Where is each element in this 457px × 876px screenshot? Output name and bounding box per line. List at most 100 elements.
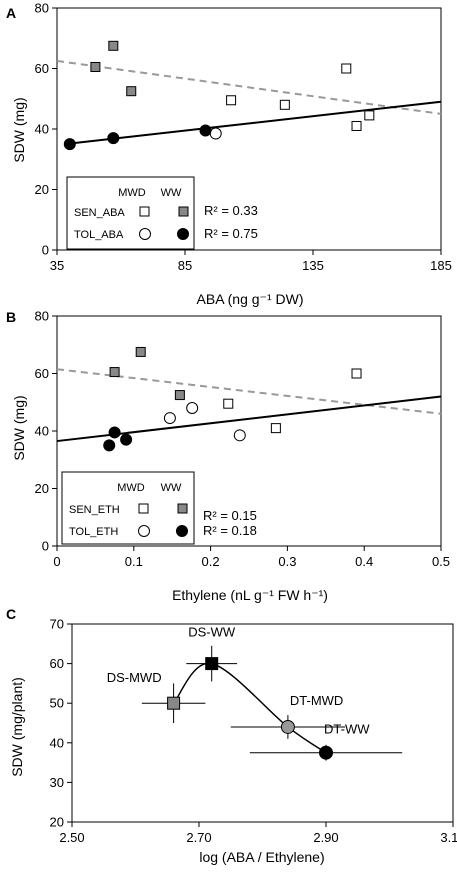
- panel-c-xlabel: log (ABA / Ethylene): [199, 849, 324, 865]
- panel-b-plot: 0 20 40 60 80 0 0.1 0.2 0.3 0.4 0.5: [35, 309, 451, 570]
- panel-c-point-1: [205, 657, 219, 671]
- panel-a-ytick-label-0: 0: [42, 243, 49, 258]
- panel-b-xtick-label-2: 0.2: [202, 554, 220, 569]
- panel-b-legend-sen-ww-marker: [177, 503, 188, 514]
- panel-c: C SDW (mg/plant) log (ABA / Ethylene) 20…: [6, 606, 457, 865]
- panel-a-point-0-1: [279, 99, 290, 110]
- panel-b-point-1-1: [135, 346, 146, 357]
- panel-b-xtick-label-3: 0.3: [278, 554, 296, 569]
- panel-c-point-label-3: DT-WW: [324, 722, 370, 737]
- panel-b-point-1-2: [174, 390, 185, 401]
- panel-c-point-0: [167, 696, 181, 710]
- panel-c-ytick-label-2: 40: [50, 735, 64, 750]
- panel-c-point-2: [280, 719, 295, 734]
- panel-c-point-label-0: DS-MWD: [107, 670, 162, 685]
- panel-a-point-3-0: [63, 138, 76, 151]
- panel-c-xtick-label-0: 2.50: [59, 830, 84, 845]
- panel-a-legend-tol-mwd-marker: [139, 228, 151, 240]
- panel-a-xtick-label-0: 35: [50, 258, 64, 273]
- panel-b-legend-tol-ww-marker: [176, 525, 188, 537]
- panel-b-point-0-0: [223, 398, 234, 409]
- panel-b-point-3-0: [103, 439, 116, 452]
- panel-b-fit-line-0: [56, 368, 442, 415]
- panel-a-ytick-label-1: 20: [35, 182, 49, 197]
- panel-a-legend-tol-ww-marker: [177, 228, 189, 240]
- panel-c-point-label-1: DS-WW: [188, 625, 236, 640]
- panel-b-legend-sen-mwd-marker: [138, 503, 149, 514]
- panel-b-legend-mwd: MWD: [117, 482, 145, 494]
- panel-b-xtick-label-4: 0.4: [355, 554, 373, 569]
- panel-a-legend: [66, 176, 195, 250]
- panel-a-xtick-label-3: 185: [430, 258, 452, 273]
- panel-a-point-3-1: [107, 132, 120, 145]
- panel-b-point-1-0: [109, 367, 120, 378]
- panel-b-legend-tol: TOL_ETH: [69, 526, 118, 538]
- panel-a-point-3-2: [199, 124, 212, 137]
- panel-a-point-0-2: [341, 63, 352, 74]
- panel-b-r2-sen: R² = 0.15: [203, 508, 257, 523]
- panel-b-point-0-1: [270, 423, 281, 434]
- panel-a-r2-tol: R² = 0.75: [204, 226, 258, 241]
- panel-b-ytick-label-2: 40: [35, 424, 49, 439]
- panel-a-xtick-label-2: 135: [302, 258, 324, 273]
- panel-b-legend: [61, 471, 195, 545]
- panel-a-point-1-1: [108, 40, 119, 51]
- panel-b-point-0-2: [351, 368, 362, 379]
- panel-a-point-0-3: [351, 120, 362, 131]
- panel-c-plot: 20 30 40 50 60 70 2.50 2.70 2.90 3.10 DS-MWD DS-WW D…: [50, 617, 457, 846]
- panel-a-legend-ww: WW: [161, 187, 182, 199]
- panel-b-point-2-1: [186, 402, 199, 414]
- panel-b-label: B: [6, 309, 16, 325]
- panel-c-xtick-label-3: 3.10: [440, 830, 457, 845]
- panel-c-ytick-label-1: 30: [50, 775, 64, 790]
- panel-c-frame: [71, 623, 454, 823]
- panel-a-xtick-label-1: 85: [178, 258, 192, 273]
- panel-a-ylabel: SDW (mg): [11, 97, 27, 162]
- panel-a-r2-sen: R² = 0.33: [204, 203, 258, 218]
- panel-c-xtick-label-2: 2.90: [313, 830, 338, 845]
- panel-b-ytick-label-0: 0: [42, 539, 49, 554]
- panel-b-xtick-label-5: 0.5: [432, 554, 450, 569]
- panel-b-point-3-2: [120, 433, 133, 446]
- panel-a-legend-sen: SEN_ABA: [74, 207, 125, 219]
- panel-a-point-1-2: [126, 86, 137, 97]
- panel-c-ylabel: SDW (mg/plant): [9, 677, 25, 777]
- panel-b: B SDW (mg) Ethylene (nL g⁻¹ FW h⁻¹) 0 20 4…: [6, 309, 450, 604]
- panel-b-ytick-label-1: 20: [35, 481, 49, 496]
- panel-c-xtick-label-1: 2.70: [186, 830, 211, 845]
- panel-b-ytick-label-3: 60: [35, 366, 49, 381]
- panel-b-point-3-1: [108, 426, 121, 439]
- panel-b-xlabel: Ethylene (nL g⁻¹ FW h⁻¹): [172, 587, 328, 603]
- panel-b-ytick-label-4: 80: [35, 309, 49, 324]
- panel-c-point-label-2: DT-MWD: [290, 693, 343, 708]
- panel-c-ytick-label-5: 70: [50, 617, 64, 632]
- panel-a-point-0-0: [226, 95, 237, 106]
- panel-b-legend-ww: WW: [161, 482, 182, 494]
- panel-c-point-3: [319, 745, 333, 760]
- panel-a-point-1-0: [90, 61, 101, 72]
- panel-a-legend-tol: TOL_ABA: [74, 229, 124, 241]
- panel-b-ylabel: SDW (mg): [11, 395, 27, 460]
- panel-a-fit-line-1: [64, 100, 442, 146]
- panel-b-legend-tol-mwd-marker: [138, 525, 150, 537]
- panel-b-legend-sen: SEN_ETH: [69, 504, 120, 516]
- panel-a-label: A: [6, 5, 16, 21]
- panel-b-fit-line-1: [56, 395, 442, 443]
- panel-b-r2-tol: R² = 0.18: [203, 523, 257, 538]
- panel-a-legend-sen-mwd-marker: [139, 206, 150, 217]
- panel-c-ytick-label-4: 60: [50, 656, 64, 671]
- panel-a-point-2-0: [209, 127, 222, 140]
- panel-a-fit-line-0: [56, 59, 442, 115]
- panel-a-plot: 0 20 40 60 80 35 85 135 185: [35, 1, 452, 274]
- panel-c-ytick-label-3: 50: [50, 696, 64, 711]
- panel-c-label: C: [6, 606, 16, 622]
- panel-a-xlabel: ABA (ng g⁻¹ DW): [197, 291, 304, 307]
- panel-b-point-2-0: [163, 412, 176, 425]
- panel-a-ytick-label-3: 60: [35, 61, 49, 76]
- panel-b-point-2-2: [233, 429, 246, 442]
- panel-a-ytick-label-4: 80: [35, 1, 49, 16]
- panel-c-trend-curve: [173, 662, 327, 754]
- panel-a-legend-sen-ww-marker: [178, 206, 189, 217]
- panel-a-ytick-label-2: 40: [35, 122, 49, 137]
